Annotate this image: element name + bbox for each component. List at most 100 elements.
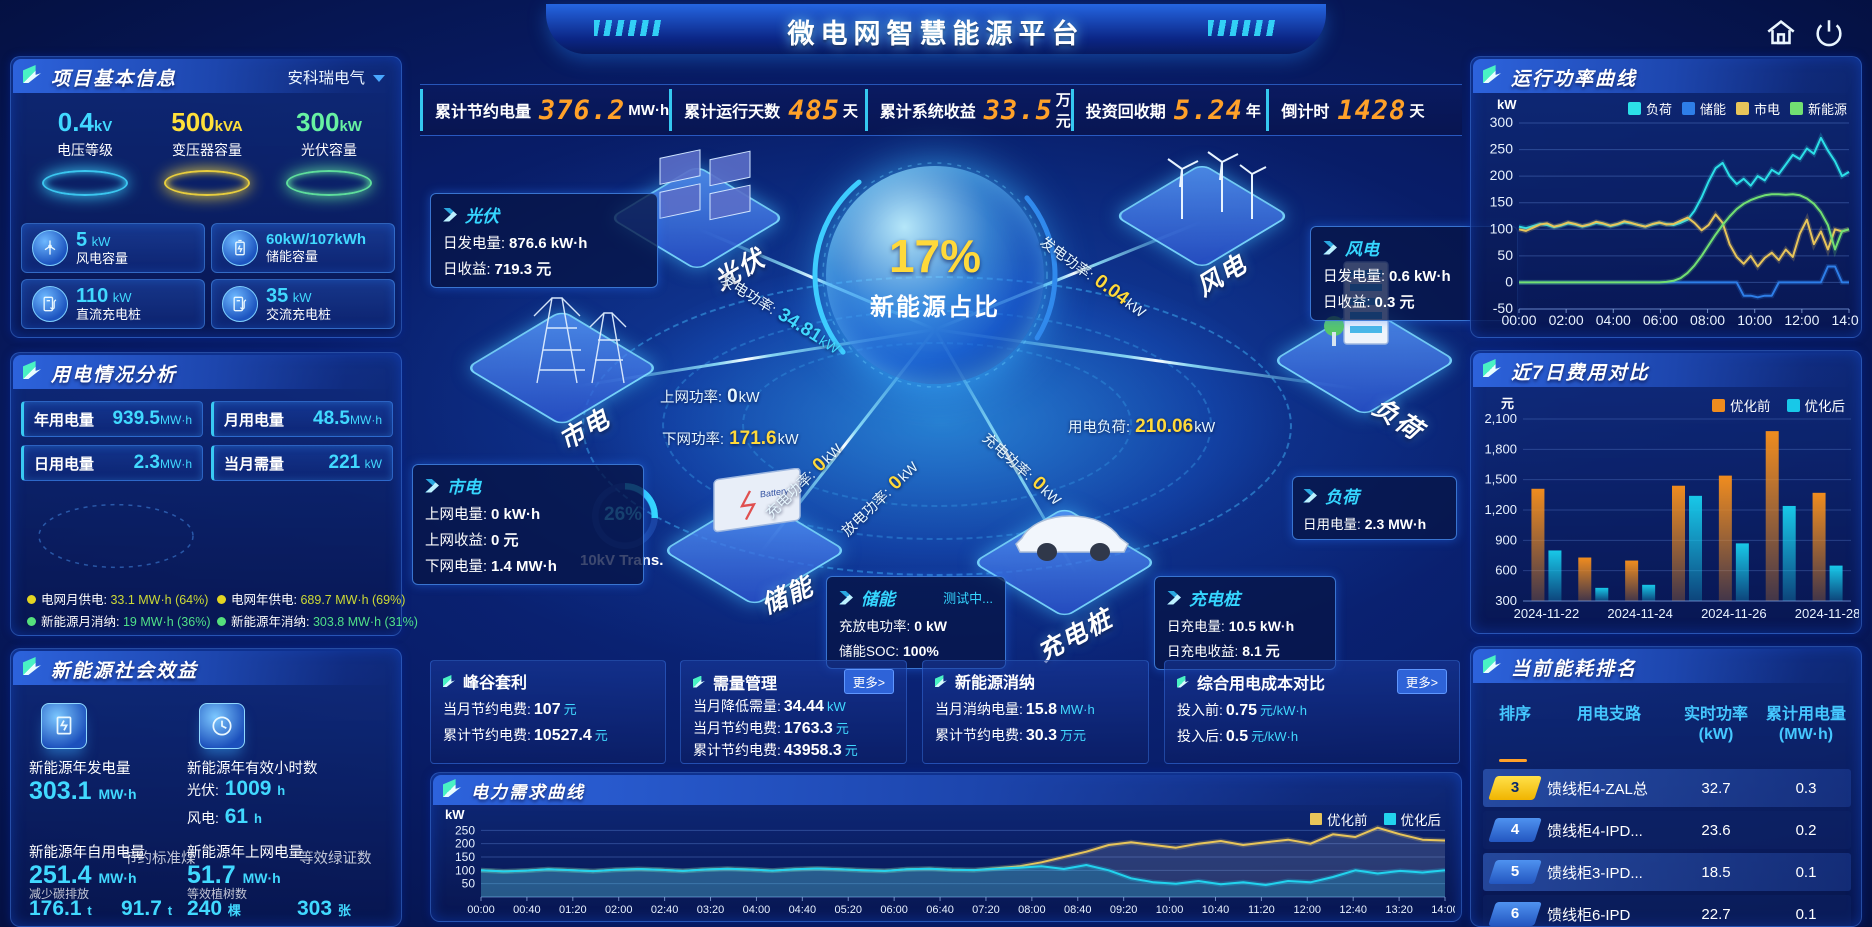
panel-title: 用电情况分析 bbox=[51, 365, 178, 386]
legend-dot bbox=[217, 617, 226, 626]
corner-flag-icon bbox=[23, 65, 41, 83]
clock-icon bbox=[199, 703, 245, 749]
ranking-row[interactable]: 3 馈线柜4-ZAL总 32.7 0.3 bbox=[1483, 769, 1851, 807]
legend-item[interactable]: 优化前 bbox=[1310, 809, 1368, 829]
legend-dot bbox=[217, 595, 226, 604]
chevron-down-icon bbox=[373, 75, 385, 83]
legend-item[interactable]: 优化后 bbox=[1383, 809, 1441, 829]
svg-text:13:20: 13:20 bbox=[1385, 904, 1413, 916]
corner-flag-icon bbox=[1483, 65, 1501, 83]
card-demand-mgmt: 需量管理 更多> 当月降低需量: 34.44 kW 当月节约电费: 1763.3 元 累计… bbox=[680, 660, 907, 764]
legend-item[interactable]: 优化后 bbox=[1786, 395, 1845, 415]
gen-value: 303.1 MW·h bbox=[29, 777, 137, 805]
double-arrow-icon bbox=[1167, 590, 1181, 605]
ev-car-art bbox=[1015, 515, 1129, 561]
feed-value: 51.7 MW·h bbox=[187, 861, 281, 889]
grid-info-box: 市电 上网电量: 0 kW·h 上网收益: 0 元 下网电量: 1.4 MW·h bbox=[412, 464, 644, 585]
card-title: 新能源消纳 bbox=[955, 675, 1036, 692]
kpi-countdown: 倒计时 1428 天 bbox=[1266, 89, 1462, 131]
coal-label: 节约标准煤 bbox=[123, 851, 196, 867]
panel-social-benefit-header: 新能源社会效益 bbox=[13, 651, 399, 685]
card-renewable-absorb: 新能源消纳 当月消纳电量: 15.8 MW·h 累计节约电费: 30.3 万元 bbox=[922, 660, 1149, 764]
flow-up-power: 上网功率: 0kW bbox=[660, 386, 760, 407]
kpi-bar: 累计节约电量 376.2 MW·h 累计运行天数 485 天 累计系统收益 33.5 万元 … bbox=[420, 84, 1462, 136]
double-arrow-icon bbox=[1323, 240, 1337, 255]
svg-text:10:40: 10:40 bbox=[1202, 904, 1230, 916]
coal-value: 91.7 t bbox=[121, 897, 173, 920]
corner-flag-icon bbox=[23, 657, 41, 675]
pedestal-glow bbox=[286, 170, 372, 196]
self-use-label: 新能源年自用电量 bbox=[29, 845, 145, 861]
double-arrow-icon bbox=[839, 590, 853, 605]
kpi-unit: 天 bbox=[1409, 102, 1425, 120]
chip-ac-charger: 35 kW 交流充电桩 bbox=[211, 279, 395, 329]
tree-label: 等效植树数 bbox=[187, 887, 248, 901]
panel-run-power-header: 运行功率曲线 bbox=[1473, 59, 1859, 93]
legend-item[interactable]: 储能 bbox=[1681, 99, 1726, 118]
svg-text:0: 0 bbox=[1505, 273, 1513, 289]
home-icon[interactable] bbox=[1764, 16, 1798, 50]
svg-text:12:00: 12:00 bbox=[1294, 904, 1322, 916]
company-dropdown[interactable]: 安科瑞电气 bbox=[287, 66, 385, 88]
header-decor-right bbox=[1208, 20, 1278, 36]
kpi-value: 1428 bbox=[1337, 94, 1407, 126]
pv-info-box: 光伏 日发电量: 876.6 kW·h 日收益: 719.3 元 bbox=[430, 193, 658, 288]
panel-energy-ranking-header: 当前能耗排名 bbox=[1473, 649, 1859, 683]
corner-flag-icon bbox=[935, 675, 947, 687]
kpi-unit: 万元 bbox=[1055, 92, 1071, 130]
svg-text:04:00: 04:00 bbox=[1596, 312, 1631, 328]
branch-power: 32.7 bbox=[1701, 779, 1731, 797]
chip-dc-charger: 110 kW 直流充电桩 bbox=[21, 279, 205, 329]
chip-wind-capacity: 5 kW 风电容量 bbox=[21, 223, 205, 273]
stat-day-energy: 日用电量 2.3MW·h bbox=[21, 445, 203, 481]
topology-visualization: 17% 新能源占比 光伏 风电 市电 bbox=[412, 138, 1518, 670]
sort-underline bbox=[1499, 759, 1527, 762]
panel-demand-curve: 电力需求曲线 kW 优化前 优化后 250 200 150 100 50 00:00 00:4… bbox=[430, 772, 1462, 922]
more-button[interactable]: 更多> bbox=[1396, 669, 1447, 694]
ranking-row[interactable]: 6 馈线柜6-IPD 22.7 0.1 bbox=[1483, 895, 1851, 926]
donut-month-chart bbox=[33, 487, 199, 581]
kpi-label: 累计系统收益 bbox=[879, 104, 976, 121]
legend-item[interactable]: 负荷 bbox=[1627, 99, 1672, 118]
svg-text:02:00: 02:00 bbox=[605, 904, 633, 916]
svg-text:250: 250 bbox=[1490, 141, 1514, 157]
hours-label: 新能源年有效小时数 bbox=[187, 761, 318, 777]
kpi-income: 累计系统收益 33.5 万元 bbox=[864, 89, 1071, 131]
rank-badge: 5 bbox=[1488, 860, 1542, 884]
generation-icon bbox=[41, 703, 87, 749]
panel-title: 新能源社会效益 bbox=[51, 661, 199, 682]
kpi-value: 485 bbox=[788, 94, 840, 126]
svg-text:100: 100 bbox=[1490, 220, 1514, 236]
ranking-row[interactable]: 5 馈线柜3-IPD... 18.5 0.1 bbox=[1483, 853, 1851, 891]
more-button[interactable]: 更多> bbox=[843, 669, 894, 694]
power-icon[interactable] bbox=[1812, 16, 1846, 50]
svg-text:14:00: 14:00 bbox=[1831, 312, 1859, 328]
legend-item[interactable]: 新能源 bbox=[1789, 99, 1847, 118]
demand-ylabel: kW bbox=[445, 807, 465, 822]
storage-status: 测试中... bbox=[943, 591, 993, 606]
pedestal-transformer: 500kVA 变压器容量 bbox=[147, 107, 267, 196]
carbon-label: 减少碳排放 bbox=[29, 887, 90, 901]
svg-text:04:00: 04:00 bbox=[743, 904, 771, 916]
svg-text:09:20: 09:20 bbox=[1110, 904, 1138, 916]
legend-item[interactable]: 优化前 bbox=[1712, 395, 1771, 415]
core-sphere: 17% 新能源占比 bbox=[826, 166, 1044, 384]
corner-flag-icon bbox=[443, 779, 461, 797]
cert-label: 等效绿证数 bbox=[299, 851, 372, 867]
panel-social-benefit: 新能源社会效益 新能源年发电量 303.1 MW·h 新能源年有效小时数 光伏:… bbox=[10, 648, 402, 927]
run-power-chart: 300 250 200 150 100 50 0 -50 00:00 02:00 04:00 06:0… bbox=[1475, 113, 1867, 333]
corner-flag-icon bbox=[1483, 655, 1501, 673]
svg-text:300: 300 bbox=[1495, 593, 1517, 608]
svg-text:1,800: 1,800 bbox=[1484, 441, 1517, 456]
svg-text:10:00: 10:00 bbox=[1737, 312, 1772, 328]
svg-text:2024-11-24: 2024-11-24 bbox=[1607, 606, 1673, 621]
branch-energy: 0.2 bbox=[1795, 821, 1817, 839]
legend-item[interactable]: 市电 bbox=[1735, 99, 1780, 118]
svg-text:900: 900 bbox=[1495, 532, 1517, 547]
cost-legend: 优化前 优化后 bbox=[1712, 395, 1845, 415]
corner-flag-icon bbox=[23, 361, 41, 379]
panel-cost-compare-header: 近7日费用对比 bbox=[1473, 353, 1859, 387]
ranking-row[interactable]: 4 馈线柜4-IPD... 23.6 0.2 bbox=[1483, 811, 1851, 849]
kpi-unit: MW·h bbox=[628, 101, 670, 119]
header-decor-left bbox=[594, 20, 664, 36]
